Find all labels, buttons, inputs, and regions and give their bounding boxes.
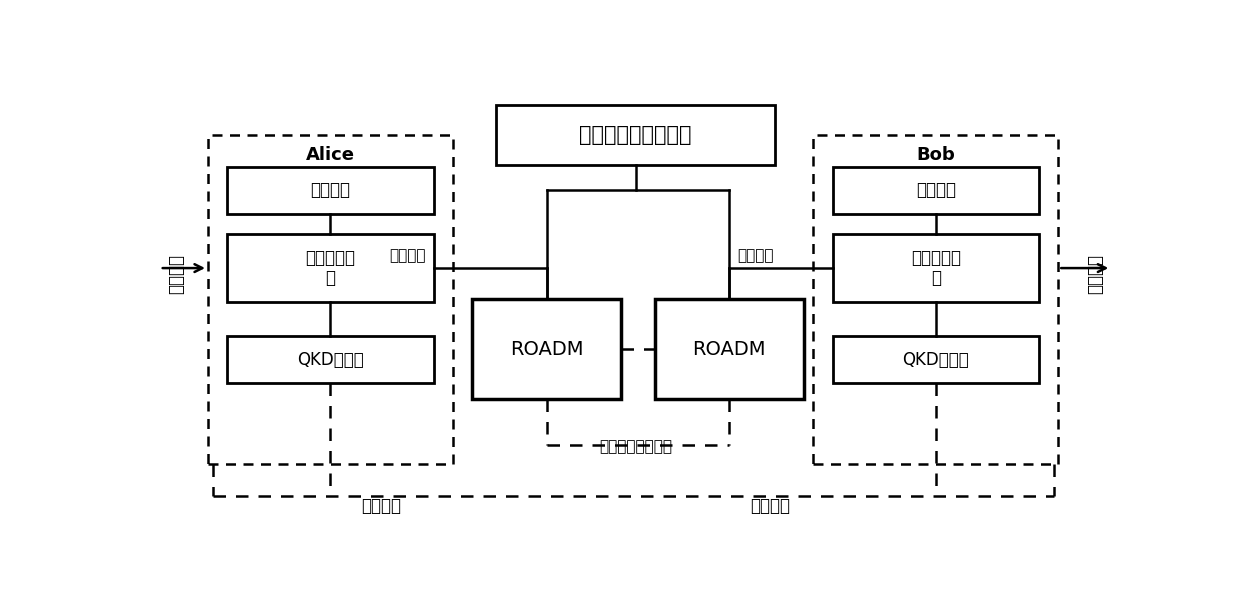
- Text: QKD发送机: QKD发送机: [298, 350, 363, 368]
- Text: 量子信道: 量子信道: [361, 497, 401, 515]
- Text: QKD接收机: QKD接收机: [903, 350, 970, 368]
- Text: 业务终端: 业务终端: [310, 181, 351, 199]
- Bar: [655, 299, 804, 399]
- Bar: [227, 235, 434, 302]
- Bar: [472, 299, 621, 399]
- Text: ROADM: ROADM: [692, 340, 766, 359]
- Text: 量子密钥: 量子密钥: [167, 254, 185, 294]
- Text: 量子经典融合信道: 量子经典融合信道: [599, 439, 672, 455]
- Bar: [832, 235, 1039, 302]
- Bar: [208, 135, 453, 464]
- Bar: [496, 105, 775, 165]
- Text: 经典信道: 经典信道: [738, 248, 774, 263]
- Text: 量子业务网
关: 量子业务网 关: [305, 249, 356, 288]
- Bar: [832, 337, 1039, 383]
- Text: 量子经典网络控制器: 量子经典网络控制器: [579, 125, 692, 145]
- Text: 量子信道: 量子信道: [750, 497, 790, 515]
- Bar: [227, 337, 434, 383]
- Text: Alice: Alice: [306, 146, 355, 164]
- Text: 量子业务网
关: 量子业务网 关: [911, 249, 961, 288]
- Text: ROADM: ROADM: [510, 340, 583, 359]
- Bar: [227, 167, 434, 214]
- Text: 经典信道: 经典信道: [389, 248, 427, 263]
- Bar: [813, 135, 1059, 464]
- Bar: [832, 167, 1039, 214]
- Text: Bob: Bob: [916, 146, 955, 164]
- Text: 量子密钥: 量子密钥: [1086, 254, 1104, 294]
- Text: 业务终端: 业务终端: [916, 181, 956, 199]
